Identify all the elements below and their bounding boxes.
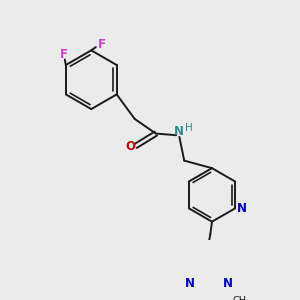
Text: F: F xyxy=(60,48,68,61)
Text: N: N xyxy=(223,277,232,290)
Text: N: N xyxy=(185,277,195,290)
Text: N: N xyxy=(237,202,247,215)
Text: O: O xyxy=(125,140,135,153)
Text: H: H xyxy=(184,123,192,133)
Text: N: N xyxy=(174,125,184,138)
Text: F: F xyxy=(98,38,106,51)
Text: CH₃: CH₃ xyxy=(232,296,250,300)
